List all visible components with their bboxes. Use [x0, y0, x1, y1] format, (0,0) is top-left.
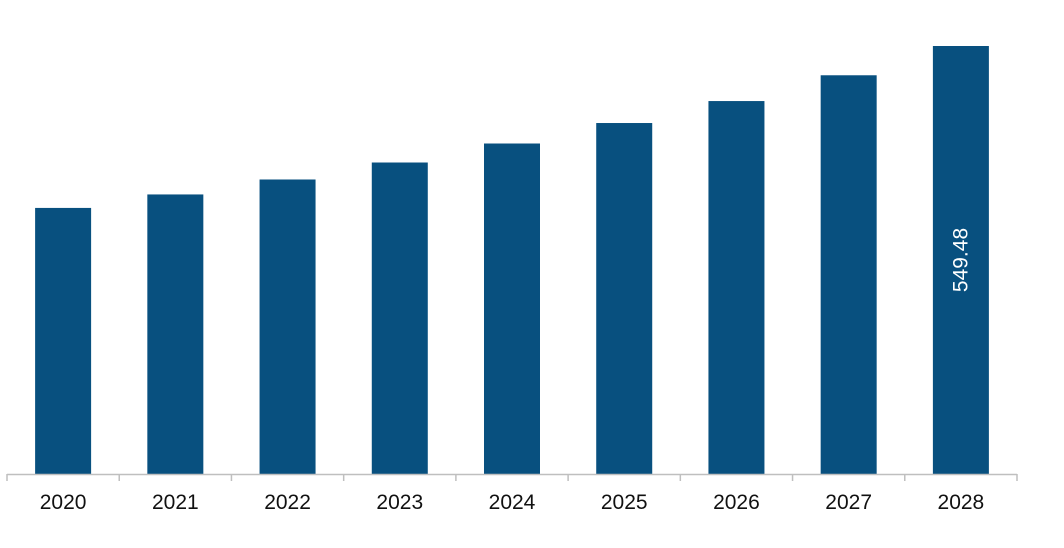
bar-2024	[484, 143, 540, 474]
bar-2028	[932, 46, 989, 474]
x-tick-label-2020: 2020	[40, 491, 87, 514]
bars-group	[35, 46, 989, 475]
x-axis-tick-labels: 2020 2021 2022 2023 2024 2025 2026 2027 2028	[40, 491, 984, 514]
x-tick-label-2021: 2021	[152, 491, 199, 514]
bar-2023	[371, 162, 428, 474]
bar-2021	[147, 194, 204, 475]
bar-2027	[820, 75, 877, 474]
x-tick-label-2022: 2022	[264, 491, 311, 514]
bar-2020	[35, 207, 92, 475]
data-labels: 549.48	[949, 228, 972, 292]
data-label-2028: 549.48	[949, 228, 972, 292]
x-axis-ticks	[6, 474, 1018, 481]
x-tick-label-2028: 2028	[938, 491, 985, 514]
x-tick-label-2023: 2023	[376, 491, 423, 514]
x-tick-label-2024: 2024	[489, 491, 536, 514]
bar-2022	[259, 179, 316, 474]
bar-2026	[708, 101, 765, 474]
bar-2025	[596, 123, 653, 474]
x-tick-label-2027: 2027	[825, 491, 872, 514]
x-tick-label-2025: 2025	[601, 491, 648, 514]
x-tick-label-2026: 2026	[713, 491, 760, 514]
